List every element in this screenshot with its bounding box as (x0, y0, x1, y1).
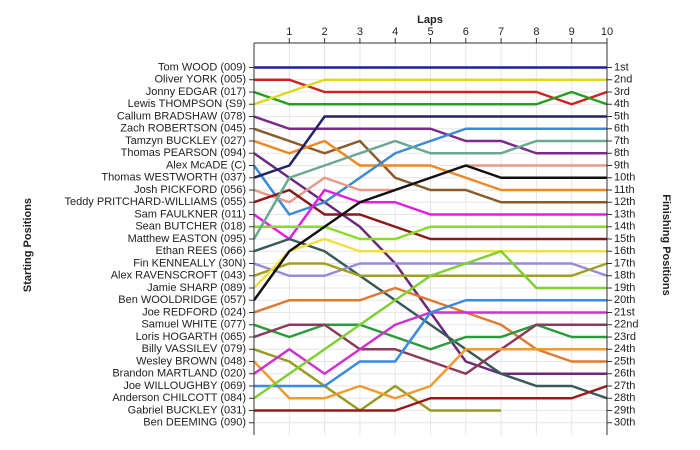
y-tick-label: Samuel WHITE (077) (141, 319, 246, 331)
y-tick-label: Matthew EASTON (095) (128, 233, 246, 245)
series-line (253, 262, 608, 277)
y-tick-label: Loris HOGARTH (065) (136, 331, 246, 343)
series-line (253, 323, 607, 375)
series-line (253, 348, 502, 412)
y2-tick-label: 2nd (614, 74, 632, 86)
y2-tick-label: 26th (614, 368, 635, 380)
y-axis-title: Starting Positions (22, 198, 34, 292)
y2-tick-label: 19th (614, 282, 635, 294)
y2-tick-label: 17th (614, 257, 635, 269)
y2-tick-label: 16th (614, 245, 635, 257)
series-line (254, 299, 607, 388)
y-tick-label: Ethan REES (066) (156, 245, 247, 257)
y-tick-label: Josh PICKFORD (056) (134, 184, 246, 196)
y-tick-label: Gabriel BUCKLEY (031) (128, 404, 246, 416)
y-tick-label: Jonny EDGAR (017) (146, 86, 246, 98)
series-line (253, 188, 607, 241)
y2-tick-label: 25th (614, 355, 635, 367)
y2-tick-label: 27th (614, 380, 635, 392)
series-line (252, 164, 607, 301)
y2-tick-label: 12th (614, 196, 635, 208)
y-tick-label: Ben WOOLDRIDGE (057) (118, 294, 246, 306)
y-tick-label: Brandon MARTLAND (020) (112, 368, 246, 380)
series-line (253, 286, 607, 363)
y-tick-label: Alex McADE (C) (166, 159, 246, 171)
x-tick-label: 10 (601, 26, 613, 38)
series-line (252, 139, 607, 240)
y-tick-label: Wesley BROWN (048) (136, 355, 246, 367)
x-tick-label: 9 (569, 26, 575, 38)
x-tick-label: 8 (533, 26, 539, 38)
series-line (253, 237, 608, 400)
y2-tick-label: 14th (614, 221, 635, 233)
y-tick-label: Tamzyn BUCKLEY (027) (125, 135, 246, 147)
x-tick-label: 6 (463, 26, 469, 38)
x-tick-label: 3 (357, 26, 363, 38)
axes: 1st2nd3rd4th5th6th7th8th9th10th11th12th1… (64, 26, 638, 435)
series-line (253, 78, 607, 106)
x-tick-label: 1 (286, 26, 292, 38)
series-line (254, 384, 608, 412)
y-tick-label: Joe WILLOUGHBY (069) (123, 380, 246, 392)
y-tick-label: Sean BUTCHER (018) (135, 221, 246, 233)
series-line (253, 90, 608, 106)
series-line (253, 115, 607, 155)
y2-axis-title: Finishing Positions (660, 194, 672, 295)
y2-tick-label: 13th (614, 208, 635, 220)
lines (252, 66, 608, 412)
y2-tick-label: 23rd (614, 331, 636, 343)
y-tick-label: Tom WOOD (009) (158, 61, 246, 73)
y2-tick-label: 7th (614, 135, 629, 147)
y2-tick-label: 5th (614, 110, 629, 122)
y-tick-label: Lewis THOMPSON (S9) (128, 98, 246, 110)
series-line (253, 250, 607, 400)
y-tick-label: Jamie SHARP (089) (147, 282, 246, 294)
y2-tick-label: 9th (614, 159, 629, 171)
y-tick-label: Zach ROBERTSON (045) (120, 123, 246, 135)
y2-tick-label: 11th (614, 184, 635, 196)
y2-tick-label: 18th (614, 270, 635, 282)
y-tick-label: Ben DEEMING (090) (143, 417, 246, 429)
y-tick-label: Thomas WESTWORTH (037) (101, 172, 246, 184)
y-tick-label: Billy VASSILEV (079) (142, 343, 246, 355)
y-tick-label: Sam FAULKNER (011) (134, 208, 246, 220)
y2-tick-label: 4th (614, 98, 629, 110)
y-tick-label: Oliver YORK (005) (155, 74, 247, 86)
series-line (253, 139, 607, 192)
series-line (253, 348, 607, 400)
series-line (254, 78, 608, 106)
y2-tick-label: 3rd (614, 86, 630, 98)
y-tick-label: Anderson CHILCOTT (084) (112, 392, 246, 404)
y2-tick-label: 6th (614, 123, 629, 135)
x-tick-label: 2 (322, 26, 328, 38)
y2-tick-label: 30th (614, 417, 635, 429)
x-tick-label: 4 (392, 26, 398, 38)
y2-tick-label: 10th (614, 172, 635, 184)
series-line (253, 115, 607, 179)
y-tick-label: Fin KENNEALLY (30N) (133, 257, 246, 269)
series-line (253, 323, 607, 351)
y-tick-label: Alex RAVENSCROFT (043) (111, 270, 246, 282)
y2-tick-label: 29th (614, 404, 635, 416)
y2-tick-label: 20th (614, 294, 635, 306)
y2-tick-label: 1st (614, 61, 629, 73)
x-tick-label: 7 (498, 26, 504, 38)
y-tick-label: Teddy PRITCHARD-WILLIAMS (055) (64, 196, 246, 208)
y-tick-label: Callum BRADSHAW (078) (117, 110, 246, 122)
y2-tick-label: 28th (614, 392, 635, 404)
y2-tick-label: 8th (614, 147, 629, 159)
series-line (253, 237, 607, 289)
x-tick-label: 5 (427, 26, 433, 38)
series-line (253, 127, 607, 204)
y2-tick-label: 22nd (614, 319, 638, 331)
y-tick-label: Joe REDFORD (024) (142, 306, 246, 318)
y2-tick-label: 15th (614, 233, 635, 245)
y-tick-label: Thomas PEARSON (094) (121, 147, 246, 159)
y2-tick-label: 21st (614, 306, 635, 318)
y2-tick-label: 24th (614, 343, 635, 355)
chart-title: Laps (417, 14, 443, 26)
series-line (254, 225, 607, 241)
